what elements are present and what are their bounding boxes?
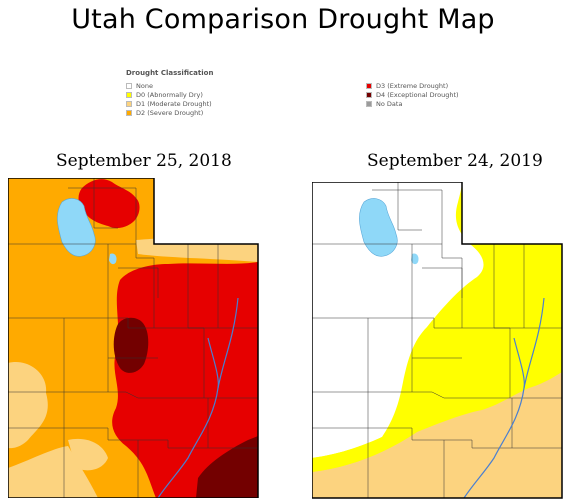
d4-region (113, 317, 149, 373)
great-salt-lake (359, 198, 398, 257)
legend-item: No Data (366, 99, 459, 108)
map-date-2019: September 24, 2019 (367, 151, 543, 171)
legend-item: None (126, 81, 213, 90)
state-border (8, 178, 259, 498)
utah-lake (411, 253, 419, 265)
swatch-d4 (366, 91, 372, 98)
swatch-d1 (126, 100, 132, 107)
legend-item: D1 (Moderate Drought) (126, 99, 213, 108)
page-title: Utah Comparison Drought Map (71, 4, 495, 35)
none-region (462, 182, 487, 244)
swatch-none (126, 82, 132, 89)
utah-map-2018 (8, 178, 259, 498)
legend-item: D3 (Extreme Drought) (366, 81, 459, 90)
d0-region (312, 432, 417, 472)
d3-region (112, 244, 258, 498)
swatch-d3 (366, 82, 372, 89)
legend-item: D2 (Severe Drought) (126, 108, 213, 117)
d1-region (68, 438, 108, 471)
d4-region (196, 436, 258, 498)
d1-region (312, 372, 562, 498)
swatch-no-data (366, 100, 372, 107)
legend-item: D0 (Abnormally Dry) (126, 90, 213, 99)
legend-left: Drought Classification None D0 (Abnormal… (126, 69, 213, 117)
map-date-2018: September 25, 2018 (56, 151, 232, 171)
utah-lake (109, 253, 117, 265)
swatch-d2 (126, 109, 132, 116)
legend-item: D4 (Exceptional Drought) (366, 90, 459, 99)
state-border (312, 182, 563, 499)
great-salt-lake (57, 198, 96, 257)
swatch-d0 (126, 91, 132, 98)
utah-map-2019 (312, 182, 563, 499)
legend-right: D3 (Extreme Drought) D4 (Exceptional Dro… (366, 81, 459, 108)
d1-region (8, 362, 48, 449)
legend-title: Drought Classification (126, 69, 214, 77)
